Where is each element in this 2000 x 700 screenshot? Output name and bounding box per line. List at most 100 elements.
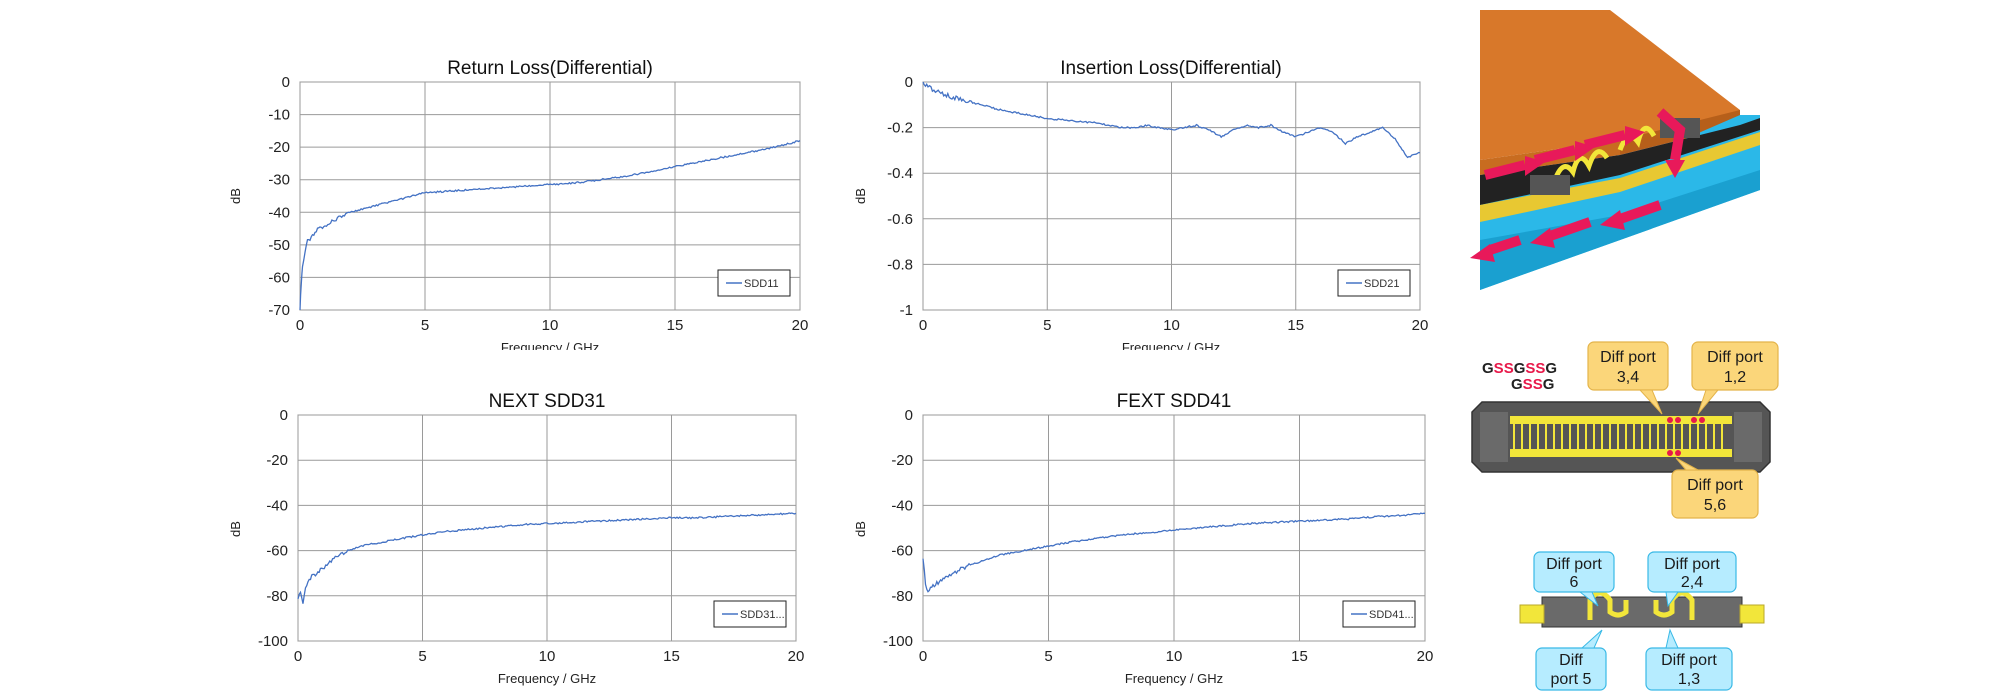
callout-diff-port-6: Diff port 6 [1533,551,1615,607]
callout-diff-port-5: Diff port 5 [1535,629,1607,691]
chart-title: Insertion Loss(Differential) [1060,58,1281,79]
svg-text:Diff port: Diff port [1664,556,1720,573]
callout-diff-port-3-4: Diff port 3,4 [1587,341,1669,415]
x-tick-label: 15 [1287,317,1304,334]
svg-text:1,3: 1,3 [1678,671,1700,688]
y-tick-label: -60 [891,543,913,560]
x-tick-label: 0 [919,648,927,665]
next-sdd31-svg: NEXT SDD31 0 -20 -40 -60 -80 -100 0 5 10 15 20 Fre… [228,391,805,686]
svg-text:6: 6 [1570,574,1579,591]
y-tick-label: -1 [900,302,913,319]
chart-title: Return Loss(Differential) [447,58,653,79]
y-tick-label: -100 [883,633,913,650]
callout-diff-port-2-4: Diff port 2,4 [1647,551,1737,608]
x-tick-label: 0 [919,317,927,334]
callout-diff-port-5-6: Diff port 5,6 [1671,457,1759,519]
x-tick-label: 5 [1043,317,1051,334]
x-tick-label: 10 [1163,317,1180,334]
y-tick-label: -0.2 [887,120,913,137]
chart-title: NEXT SDD31 [489,391,606,412]
connector-top-view [1471,401,1771,473]
legend-label: SDD31... [740,609,785,621]
y-tick-label: -20 [266,452,288,469]
connector-side-view [1519,590,1765,628]
x-axis-label: Frequency / GHz [501,340,599,350]
svg-text:Diff port: Diff port [1661,652,1717,669]
x-tick-label: 20 [792,317,809,334]
next-sdd31-chart: NEXT SDD31 0 -20 -40 -60 -80 -100 0 5 10 15 20 Fre… [220,383,820,693]
pin-row [1513,424,1723,449]
insertion-loss-svg: Insertion Loss(Differential) 0 -0.2 -0.4 -0… [853,58,1429,355]
svg-text:5,6: 5,6 [1704,497,1726,514]
x-tick-label: 5 [1044,648,1052,665]
y-tick-label: -10 [268,107,290,124]
trace-icon [1552,149,1610,181]
y-tick-label: -0.4 [887,165,913,182]
series-line-sdd41 [922,512,1425,593]
x-tick-label: 15 [667,317,684,334]
x-tick-label: 5 [421,317,429,334]
y-tick-label: -100 [258,633,288,650]
x-tick-label: 15 [663,648,680,665]
y-tick-label: -40 [268,204,290,221]
x-tick-label: 20 [1412,317,1429,334]
legend-label: SDD41... [1369,609,1414,621]
callout-diff-port-1-3: Diff port 1,3 [1645,628,1733,691]
y-tick-label: -50 [268,237,290,254]
y-tick-label: -80 [266,588,288,605]
x-axis-label: Frequency / GHz [1122,340,1220,350]
y-tick-label: -40 [891,497,913,514]
svg-text:Diff port: Diff port [1546,556,1602,573]
y-tick-label: -30 [268,172,290,189]
connector-diagrams: GSSGSSG GSSG Diff port 3,4 Diff port 1,2… [1470,10,1779,691]
chart-title: FEXT SDD41 [1117,391,1232,412]
svg-text:port 5: port 5 [1551,671,1592,688]
return-loss-chart: Return Loss(Differential) 0 -10 -20 -30 -40 -… [220,50,820,355]
series-line-sdd21 [922,81,1421,159]
y-tick-label: 0 [280,407,288,424]
y-tick-label: 0 [905,407,913,424]
legend-label: SDD21 [1364,278,1399,290]
x-tick-label: 0 [296,317,304,334]
y-tick-label: -60 [266,543,288,560]
signal-pin-markers [1667,417,1705,456]
y-axis-label: dB [853,188,868,204]
y-axis-label: dB [228,188,243,204]
callout-diff-port-1-2: Diff port 1,2 [1691,341,1779,415]
y-tick-label: -20 [268,139,290,156]
x-tick-label: 20 [788,648,805,665]
svg-text:Diff port: Diff port [1707,349,1763,366]
series-line-sdd31 [297,512,797,604]
svg-text:3,4: 3,4 [1617,369,1639,386]
x-tick-label: 5 [418,648,426,665]
x-tick-label: 10 [539,648,556,665]
y-tick-label: 0 [905,74,913,91]
trace-icon [1617,125,1657,151]
y-tick-label: -0.6 [887,211,913,228]
legend-label: SDD11 [744,278,779,290]
y-tick-label: -80 [891,588,913,605]
board-illustration [1470,10,1760,290]
y-tick-label: -20 [891,452,913,469]
y-tick-label: -0.8 [887,256,913,273]
svg-text:Diff port: Diff port [1687,477,1743,494]
series-line-sdd11 [299,140,801,311]
signal-label-row-1: GSSGSSG [1482,360,1557,377]
x-axis-label: Frequency / GHz [1125,671,1223,686]
x-axis-label: Frequency / GHz [498,671,596,686]
y-tick-label: 0 [282,74,290,91]
arrow-icon [1656,108,1686,161]
signal-label-row-2: GSSG [1511,376,1554,393]
x-tick-label: 10 [542,317,559,334]
svg-text:Diff port: Diff port [1600,349,1656,366]
fext-sdd41-chart: FEXT SDD41 0 -20 -40 -60 -80 -100 0 5 10 15 20 Fre… [845,383,1455,693]
svg-text:2,4: 2,4 [1681,574,1703,591]
x-tick-label: 0 [294,648,302,665]
arrow-icon [1618,200,1662,224]
insertion-loss-chart: Insertion Loss(Differential) 0 -0.2 -0.4 -0… [845,50,1455,355]
x-tick-label: 20 [1417,648,1434,665]
y-axis-label: dB [228,521,243,537]
y-axis-label: dB [853,521,868,537]
svg-text:Diff: Diff [1559,652,1583,669]
svg-text:1,2: 1,2 [1724,369,1746,386]
